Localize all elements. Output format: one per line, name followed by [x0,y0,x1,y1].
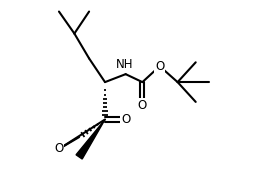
Text: NH: NH [116,58,134,71]
Text: O: O [138,99,147,112]
Text: O: O [54,142,64,155]
Text: O: O [155,60,164,73]
Text: O: O [121,113,130,126]
Polygon shape [76,120,105,159]
